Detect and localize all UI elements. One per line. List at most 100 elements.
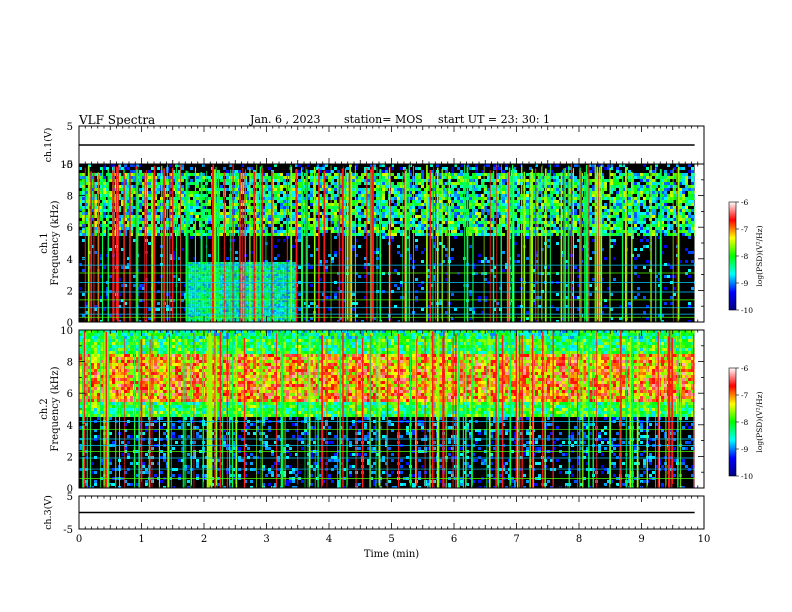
psd-cell [397, 221, 400, 224]
psd-cell [190, 305, 193, 308]
psd-cell [352, 209, 355, 212]
psd-cell [247, 188, 250, 191]
psd-cell [445, 203, 448, 206]
psd-cell [154, 215, 157, 218]
psd-cell [277, 230, 280, 233]
psd-cell [109, 173, 112, 176]
psd-cell [670, 227, 673, 230]
psd-cell [541, 203, 544, 206]
psd-cell [79, 176, 82, 179]
psd-cell [340, 230, 343, 233]
psd-cell [655, 203, 658, 206]
psd-cell [418, 227, 421, 230]
psd-cell [198, 289, 201, 292]
psd-cell [637, 209, 640, 212]
psd-cell [292, 206, 295, 209]
psd-cell [196, 185, 199, 188]
psd-cell [670, 176, 673, 179]
psd-cell [250, 176, 253, 179]
psd-cell [187, 209, 190, 212]
psd-cell [190, 215, 193, 218]
psd-cell [358, 218, 361, 221]
psd-cell [679, 173, 682, 176]
psd-cell [325, 185, 328, 188]
psd-cell [559, 218, 562, 221]
psd-cell [538, 215, 541, 218]
psd-cell [316, 197, 319, 200]
psd-cell [433, 212, 436, 215]
psd-cell [198, 313, 201, 316]
psd-cell [204, 305, 207, 308]
psd-cell [250, 206, 253, 209]
psd-cell [202, 277, 205, 280]
psd-cell [265, 203, 268, 206]
psd-cell [454, 308, 457, 311]
psd-cell [192, 313, 195, 316]
psd-cell [210, 287, 213, 290]
psd-cell [550, 191, 553, 194]
psd-cell [481, 185, 484, 188]
psd-cell [493, 266, 496, 269]
psd-cell [517, 200, 520, 203]
psd-cell [142, 221, 145, 224]
psd-cell [148, 209, 151, 212]
psd-cell [376, 251, 379, 254]
psd-cell [325, 182, 328, 185]
psd-cell [190, 173, 193, 176]
psd-cell [352, 230, 355, 233]
psd-cell [283, 206, 286, 209]
psd-cell [646, 233, 649, 236]
psd-cell [646, 215, 649, 218]
psd-cell [198, 303, 201, 306]
psd-cell [577, 269, 580, 272]
psd-cell [496, 173, 499, 176]
psd-cell [658, 173, 661, 176]
psd-cell [192, 275, 195, 278]
psd-cell [661, 218, 664, 221]
psd-cell [172, 215, 175, 218]
psd-cell [127, 218, 130, 221]
psd-cell [376, 266, 379, 269]
psd-cell [439, 179, 442, 182]
psd-cell [206, 289, 209, 292]
psd-cell [409, 221, 412, 224]
psd-cell [589, 224, 592, 227]
psd-cell [343, 212, 346, 215]
psd-cell [130, 233, 133, 236]
psd-cell [277, 215, 280, 218]
psd-cell [247, 197, 250, 200]
psd-cell [601, 164, 604, 167]
psd-cell [325, 164, 328, 167]
psd-cell [196, 275, 199, 278]
psd-cell [172, 176, 175, 179]
psd-cell [250, 251, 253, 254]
psd-cell [148, 182, 151, 185]
psd-cell [262, 191, 265, 194]
psd-cell [210, 303, 213, 306]
psd-cell [673, 206, 676, 209]
psd-cell [661, 227, 664, 230]
psd-cell [208, 197, 211, 200]
psd-cell [127, 191, 130, 194]
psd-cell [142, 194, 145, 197]
psd-cell [481, 203, 484, 206]
psd-cell [334, 215, 337, 218]
psd-cell [181, 197, 184, 200]
psd-cell [79, 200, 82, 203]
psd-cell [100, 179, 103, 182]
psd-cell [280, 218, 283, 221]
psd-cell [601, 182, 604, 185]
psd-cell [157, 218, 160, 221]
psd-cell [550, 200, 553, 203]
psd-cell [250, 227, 253, 230]
psd-cell [188, 275, 191, 278]
psd-cell [94, 197, 97, 200]
psd-cell [199, 200, 202, 203]
psd-cell [202, 230, 205, 233]
psd-cell [694, 194, 695, 197]
psd-cell [79, 203, 82, 206]
psd-cell [148, 170, 151, 173]
psd-cell [427, 305, 430, 308]
psd-cell [100, 185, 103, 188]
psd-cell [592, 218, 595, 221]
